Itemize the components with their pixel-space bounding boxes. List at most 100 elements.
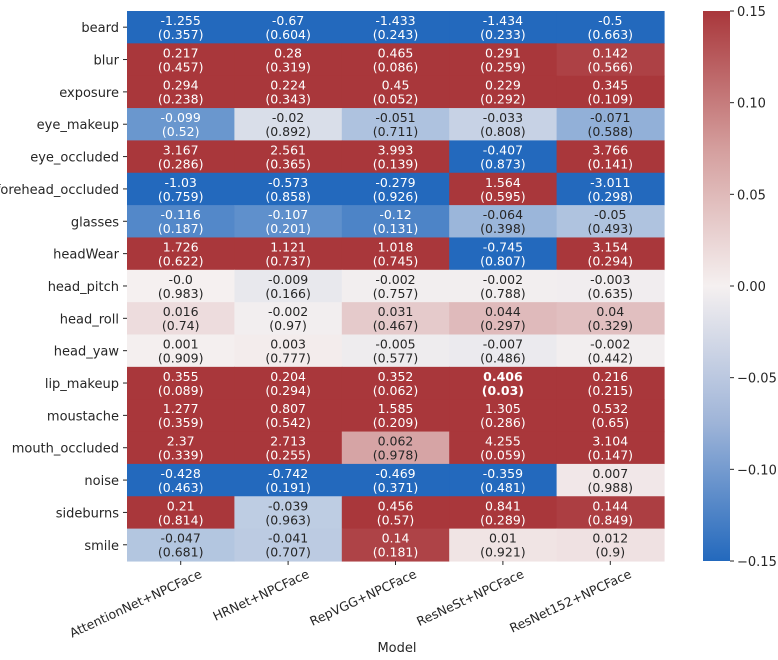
row-label: headWear (53, 248, 120, 263)
column-label: AttentionNet+NPCFace (67, 566, 204, 641)
heatmap-cell (341, 269, 450, 303)
cell-pvalue: (0.808) (480, 124, 526, 139)
cell-pvalue: (0.481) (480, 480, 526, 495)
cell-value: -1.255 (161, 13, 201, 28)
column-label: RepVGG+NPCFace (307, 566, 419, 629)
heatmap-cell (234, 237, 343, 271)
row-labels: beard blur exposure eye_makeup eye_occludedf… (0, 21, 127, 554)
cell-value: 0.007 (592, 466, 628, 481)
row-label: eye_occluded (30, 151, 119, 166)
cell-value: 0.204 (270, 369, 306, 384)
cell-pvalue: (0.442) (588, 351, 634, 366)
cell-pvalue: (0.681) (158, 545, 204, 560)
cell-value: -1.433 (375, 13, 415, 28)
heatmap-cell (556, 528, 665, 562)
cell-pvalue: (0.359) (158, 415, 204, 430)
cell-pvalue: (0.259) (480, 59, 526, 74)
heatmap-cell (127, 43, 235, 77)
row-label: blur (94, 54, 120, 69)
heatmap-cell (341, 237, 450, 271)
heatmap-cell (341, 43, 450, 77)
cell-pvalue: (0.97) (269, 318, 307, 333)
cell-value: 0.044 (485, 304, 521, 319)
heatmap-cell (449, 11, 558, 44)
cell-pvalue: (0.988) (588, 480, 634, 495)
cell-pvalue: (0.486) (480, 351, 526, 366)
cell-pvalue: (0.292) (480, 92, 526, 107)
heatmap-cell (556, 366, 665, 400)
heatmap-cell (234, 108, 343, 141)
heatmap-cell (341, 75, 450, 109)
colorbar (703, 11, 730, 561)
row-label: head_roll (60, 312, 119, 327)
row-label: sideburns (56, 506, 119, 521)
cell-pvalue: (0.493) (588, 221, 634, 236)
heatmap-cell (449, 496, 558, 530)
cell-value: 0.003 (270, 337, 306, 352)
cell-value: 0.406 (483, 369, 523, 384)
heatmap-cell (234, 205, 343, 239)
heatmap-cell (341, 463, 450, 497)
cell-value: 0.062 (378, 434, 414, 449)
cell-value: -0.742 (268, 466, 308, 481)
cell-pvalue: (0.398) (480, 221, 526, 236)
row-label: moustache (47, 409, 119, 424)
cell-pvalue: (0.166) (265, 286, 311, 301)
cell-pvalue: (0.604) (265, 27, 311, 42)
heatmap-cell (234, 302, 343, 336)
heatmap-cell (556, 11, 665, 44)
heatmap-cell (234, 463, 343, 497)
cell-pvalue: (0.595) (480, 189, 526, 204)
heatmap-cell (556, 431, 665, 465)
cell-value: -0.12 (379, 207, 411, 222)
heatmap-cell (449, 302, 558, 336)
heatmap-cell (556, 205, 665, 239)
cell-value: -0.099 (161, 110, 201, 125)
heatmap-cell (449, 366, 558, 400)
row-label: exposure (59, 86, 119, 101)
cell-pvalue: (0.329) (588, 318, 634, 333)
heatmap-cell (127, 11, 235, 44)
cell-pvalue: (0.807) (480, 253, 526, 268)
cell-value: 1.305 (485, 401, 521, 416)
cell-value: -0.007 (483, 337, 523, 352)
cell-pvalue: (0.191) (265, 480, 311, 495)
cell-pvalue: (0.577) (373, 351, 419, 366)
cell-pvalue: (0.759) (158, 189, 204, 204)
heatmap-cell (556, 302, 665, 336)
heatmap-cell (234, 172, 343, 206)
cell-value: 0.142 (592, 45, 628, 60)
cell-value: -0.002 (268, 304, 308, 319)
cell-pvalue: (0.9) (595, 545, 625, 560)
heatmap-cell (127, 75, 235, 109)
cell-pvalue: (0.635) (588, 286, 634, 301)
heatmap-cell (449, 334, 558, 368)
heatmap-cell (449, 140, 558, 174)
cell-pvalue: (0.03) (482, 383, 524, 398)
heatmap-cell (556, 140, 665, 174)
cell-pvalue: (0.909) (158, 351, 204, 366)
cell-pvalue: (0.139) (373, 156, 419, 171)
cell-value: -0.116 (161, 207, 201, 222)
row-label: noise (84, 474, 119, 489)
heatmap-cell (449, 269, 558, 303)
cell-value: -0.107 (268, 207, 308, 222)
cell-pvalue: (0.339) (158, 448, 204, 463)
heatmap-cell (341, 140, 450, 174)
heatmap-cell (127, 237, 235, 271)
cell-value: -3.011 (590, 175, 630, 190)
cell-pvalue: (0.566) (588, 59, 634, 74)
cell-value: -0.002 (590, 337, 630, 352)
cell-pvalue: (0.745) (373, 253, 419, 268)
row-label: beard (81, 21, 119, 36)
cell-value: 3.104 (592, 434, 628, 449)
cell-pvalue: (0.357) (158, 27, 204, 42)
cell-pvalue: (0.201) (265, 221, 311, 236)
cell-pvalue: (0.141) (588, 156, 634, 171)
colorbar-tick-label: −0.10 (737, 463, 777, 478)
heatmap-cell (127, 399, 235, 433)
cell-pvalue: (0.622) (158, 253, 204, 268)
heatmap-cell (234, 269, 343, 303)
cell-pvalue: (0.707) (265, 545, 311, 560)
